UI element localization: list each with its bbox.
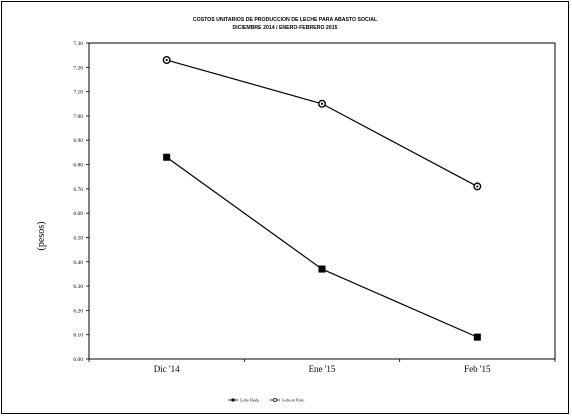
- y-tick-label: 7.00: [73, 114, 83, 120]
- data-point-center: [320, 102, 324, 105]
- legend-marker-square: [231, 398, 235, 402]
- series-layer: [162, 56, 482, 341]
- y-tick-label: 6.20: [73, 308, 83, 314]
- y-tick-label: 6.30: [73, 284, 83, 290]
- data-point: [163, 153, 171, 161]
- y-tick-label: 6.50: [73, 235, 83, 241]
- legend: Leche Fluida Leche en Polvo: [228, 398, 305, 402]
- y-tick-label: 6.40: [73, 260, 83, 266]
- x-tick-label: Feb '15: [464, 364, 491, 374]
- y-axis-ticks: 6.00 6.10 6.20 6.30 6.40 6.50 6.60 6.70 6.80 6.90…: [73, 41, 89, 363]
- y-tick-label: 6.70: [73, 187, 83, 193]
- chart-subtitle: DICIEMBRE 2014 / ENERO-FEBRERO 2015: [233, 25, 338, 31]
- y-tick-label: 6.00: [73, 357, 83, 363]
- y-tick-label: 6.10: [73, 333, 83, 339]
- y-tick-label: 7.30: [73, 41, 83, 47]
- legend-label: Leche en Polvo: [282, 398, 305, 402]
- y-axis-label: (pesos): [36, 222, 47, 251]
- series-line-1: [166, 59, 478, 187]
- y-tick-label: 6.60: [73, 211, 83, 217]
- data-point: [318, 265, 326, 273]
- x-axis-ticks: Dic '14 Ene '15 Feb '15: [88, 359, 556, 374]
- x-tick-label: Ene '15: [309, 364, 336, 374]
- y-tick-label: 7.20: [73, 65, 83, 71]
- y-tick-label: 7.10: [73, 90, 83, 96]
- y-tick-label: 6.90: [73, 138, 83, 144]
- data-point-center: [476, 185, 479, 188]
- data-point-center: [165, 58, 168, 62]
- chart-title: COSTOS UNITARIOS DE PRODUCCION DE LECHE …: [193, 17, 378, 23]
- series-line-0: [166, 156, 478, 338]
- legend-label: Leche Fluida: [240, 398, 259, 402]
- data-point: [473, 333, 481, 341]
- legend-marker-circle: [273, 398, 277, 402]
- plot-area: [88, 42, 556, 360]
- y-tick-label: 6.80: [73, 163, 83, 169]
- x-tick-label: Dic '14: [154, 364, 180, 374]
